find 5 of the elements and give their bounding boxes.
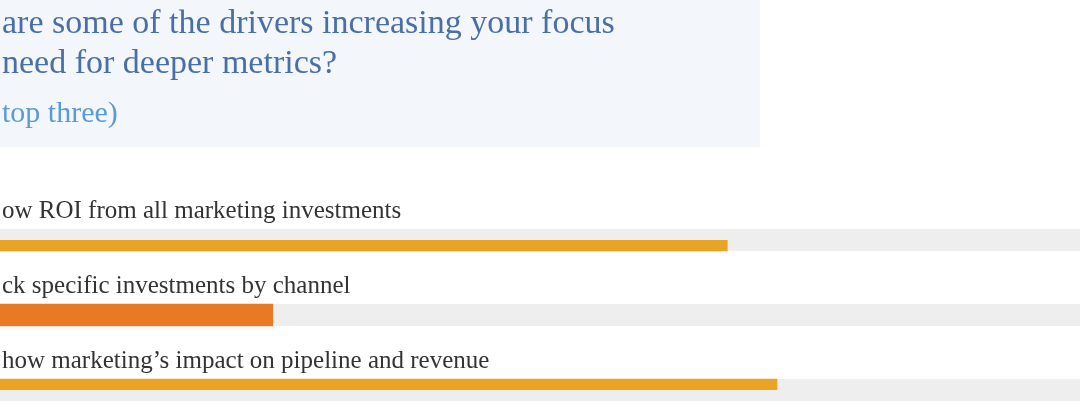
chart-subtitle: top three) xyxy=(2,95,118,129)
y-tick-label: ck specific investments by channel xyxy=(2,271,351,298)
y-tick-label: ow ROI from all marketing investments xyxy=(2,196,402,223)
chart-title: are some of the drivers increasing your focus need for deeper metrics? xyxy=(2,2,615,82)
y-tick-label: how marketing’s impact on pipeline and revenue xyxy=(2,346,490,373)
